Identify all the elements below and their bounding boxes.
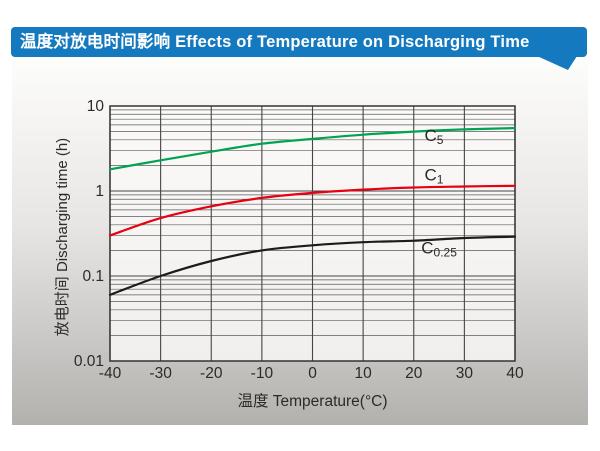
x-tick-label: -10 [251,365,274,382]
y-tick-label: 1 [95,183,104,200]
banner-tail-shape [537,56,577,70]
y-axis-title: 放电时间 Discharging time (h) [54,137,71,337]
x-tick-label: 20 [405,365,423,382]
x-tick-label: 30 [456,365,474,382]
curve-c1 [108,184,517,237]
page-title: 温度对放电时间影响 Effects of Temperature on Disc… [20,33,530,51]
curve-c5 [108,127,517,171]
banner-tail-triangle [537,56,577,70]
curve-c0-25 [108,235,517,296]
x-tick-label: 10 [355,365,373,382]
title-banner: 温度对放电时间影响 Effects of Temperature on Disc… [11,27,587,57]
x-tick-label: -40 [99,365,122,382]
x-tick-label: -20 [200,365,223,382]
x-tick-label: 40 [506,365,524,382]
y-tick-label: 10 [87,98,105,115]
x-axis-title: 温度 Temperature(°C) [237,393,388,410]
y-tick-label: 0.1 [82,268,104,285]
plot-border [109,105,516,362]
x-tick-label: 0 [308,365,317,382]
y-tick-label: 0.01 [74,353,104,370]
x-tick-label: -30 [149,365,172,382]
